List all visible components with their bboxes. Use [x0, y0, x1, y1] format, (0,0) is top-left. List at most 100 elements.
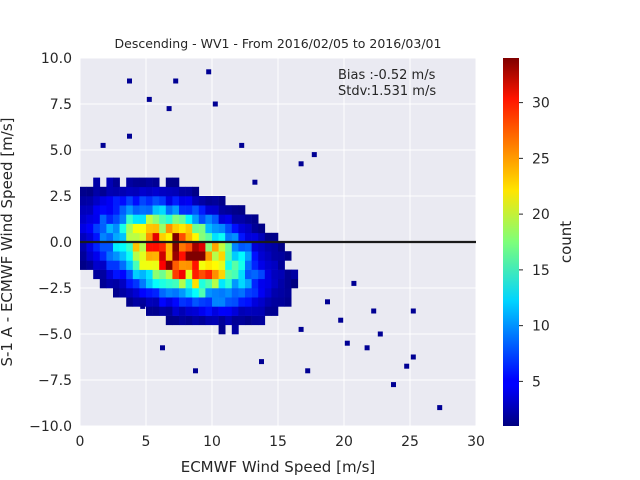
heatmap-cell: [139, 205, 147, 215]
heatmap-cell: [80, 196, 87, 206]
heatmap-cell: [198, 278, 206, 289]
heatmap-cell: [165, 205, 173, 215]
heatmap-cell: [106, 260, 114, 270]
heatmap-cell: [126, 242, 134, 252]
heatmap-cell: [225, 205, 233, 215]
heatmap-cell: [165, 186, 173, 197]
heatmap-cell: [212, 223, 219, 234]
heatmap-cell: [86, 186, 94, 197]
heatmap-cell: [205, 260, 213, 270]
heatmap-cell: [271, 251, 279, 261]
heatmap-cell: [119, 251, 127, 261]
heatmap-cell: [264, 278, 272, 289]
heatmap-cell: [146, 232, 153, 243]
heatmap-cell: [132, 242, 140, 252]
heatmap-cell: [185, 260, 193, 270]
heatmap-cell-outlier: [351, 280, 357, 286]
heatmap-cell: [139, 177, 147, 188]
x-tick-label: 10: [203, 434, 221, 450]
heatmap-cell-outlier: [364, 345, 370, 351]
heatmap-cell: [132, 205, 140, 215]
heatmap-cell-outlier: [371, 308, 377, 314]
bias-annotation: Bias :-0.52 m/s: [338, 68, 436, 83]
heatmap-cell: [165, 232, 173, 243]
y-tick-label: 7.5: [50, 97, 72, 113]
heatmap-cell: [93, 269, 101, 280]
heatmap-cell: [278, 288, 285, 298]
heatmap-cell: [179, 288, 186, 298]
heatmap-cell: [245, 297, 252, 307]
heatmap-cell: [225, 315, 233, 326]
heatmap-cell: [258, 242, 266, 252]
heatmap-cell: [205, 278, 213, 289]
heatmap-cell-outlier: [391, 382, 396, 388]
heatmap-cell: [245, 251, 252, 261]
heatmap-cell: [126, 251, 134, 261]
heatmap-cell: [159, 269, 167, 280]
heatmap-cell: [185, 251, 193, 261]
heatmap-cell-outlier: [166, 106, 172, 112]
heatmap-cell: [198, 223, 206, 234]
heatmap-cell: [258, 315, 266, 326]
heatmap-cell: [93, 186, 101, 197]
colorbar-ticks: 5 10 15 20 25 30: [519, 96, 550, 390]
heatmap-cell-outlier: [298, 161, 304, 167]
heatmap-cell: [152, 232, 160, 243]
heatmap-cell: [146, 186, 153, 197]
heatmap-cell: [126, 260, 134, 270]
heatmap-cell: [172, 278, 180, 289]
heatmap-cell: [99, 214, 107, 224]
heatmap-cell: [146, 278, 153, 289]
heatmap-cell-outlier: [404, 363, 410, 369]
heatmap-cell: [106, 278, 114, 289]
heatmap-cell: [146, 242, 153, 252]
heatmap-cell: [126, 214, 134, 224]
heatmap-cell: [258, 269, 266, 280]
x-tick-label: 20: [335, 434, 353, 450]
x-tick-label: 30: [467, 434, 485, 450]
heatmap-cell: [139, 297, 147, 307]
heatmap-cell: [132, 269, 140, 280]
heatmap-cell: [86, 242, 94, 252]
heatmap-cell: [152, 278, 160, 289]
heatmap-cell: [126, 223, 134, 234]
heatmap-cell: [93, 260, 101, 270]
heatmap-cell: [218, 196, 226, 206]
heatmap-cell: [113, 260, 120, 270]
heatmap-cell: [99, 251, 107, 261]
heatmap-cell: [212, 242, 219, 252]
heatmap-cell: [106, 214, 114, 224]
heatmap-cell: [185, 278, 193, 289]
heatmap-cell: [86, 232, 94, 243]
heatmap-cell: [179, 223, 186, 234]
heatmap-cell: [225, 278, 233, 289]
heatmap-cell: [284, 251, 292, 261]
heatmap-cell: [205, 288, 213, 298]
heatmap-cell: [192, 205, 200, 215]
heatmap-cell: [80, 260, 87, 270]
heatmap-cell: [185, 196, 193, 206]
heatmap-cell: [251, 306, 259, 316]
heatmap-cell: [93, 196, 101, 206]
heatmap-cell: [152, 288, 160, 298]
heatmap-cell: [106, 223, 114, 234]
heatmap-cell: [152, 242, 160, 252]
heatmap-cell: [264, 242, 272, 252]
heatmap-cell: [218, 324, 226, 335]
heatmap-cell: [251, 251, 259, 261]
heatmap-cell: [264, 269, 272, 280]
heatmap-cell: [192, 223, 200, 234]
heatmap-cell: [113, 242, 120, 252]
heatmap-cell: [264, 306, 272, 316]
heatmap-cell: [152, 196, 160, 206]
x-tick-label: 25: [401, 434, 419, 450]
heatmap-cell: [192, 306, 200, 316]
heatmap-cell: [86, 260, 94, 270]
heatmap-cell: [192, 186, 200, 197]
heatmap-cell: [238, 214, 246, 224]
heatmap-cell: [113, 205, 120, 215]
heatmap-cell: [119, 278, 127, 289]
heatmap-cell: [119, 196, 127, 206]
colorbar-tick-label: 25: [532, 151, 550, 167]
heatmap-cell: [179, 260, 186, 270]
